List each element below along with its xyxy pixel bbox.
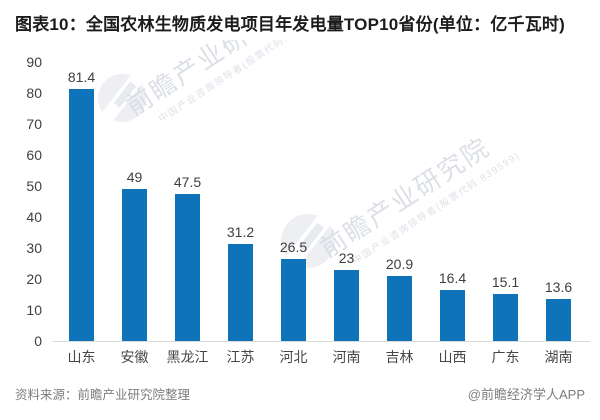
chart-footer: 资料来源：前瞻产业研究院整理 @前瞻经济学人APP [15,384,585,403]
y-tick-label-40: 40 [26,209,42,225]
x-axis-labels: 山东 安徽 黑龙江 江苏 河北 河南 吉林 山西 广东 湖南 [55,347,585,365]
bar-group-安徽: 49 [108,62,161,341]
bar-group-河北: 26.5 [267,62,320,341]
x-axis-label-黑龙江: 黑龙江 [166,349,209,365]
bar [387,276,412,341]
bar-value-label: 23 [338,250,355,266]
y-tick-label-90: 90 [26,54,42,70]
bar-group-河南: 23 [320,62,373,341]
bar-value-label: 49 [126,169,143,185]
chart-title: 图表10：全国农林生物质发电项目年发电量TOP10省份(单位：亿千瓦时) [15,15,565,34]
bar [69,89,94,341]
bar-series: 81.4 49 47.5 31.2 26.5 23 20.9 16.4 15.1 13.6 [55,62,585,341]
y-tick-label-70: 70 [26,116,42,132]
bar-value-label: 47.5 [173,174,202,190]
x-axis-label-河南: 河南 [332,349,361,365]
bar-value-label: 15.1 [491,274,520,290]
x-axis-label-山西: 山西 [438,349,467,365]
bar-group-江苏: 31.2 [214,62,267,341]
y-tick-label-10: 10 [26,302,42,318]
x-axis-label-河北: 河北 [279,349,308,365]
bar-group-广东: 15.1 [479,62,532,341]
y-tick-label-60: 60 [26,147,42,163]
x-axis-label-广东: 广东 [491,349,520,365]
brand-credit: @前瞻经济学人APP [467,387,585,402]
x-axis-line [52,341,590,342]
bar-value-label: 16.4 [438,270,467,286]
y-tick-label-20: 20 [26,271,42,287]
y-axis: 0 10 20 30 40 50 60 70 80 90 [0,54,42,349]
bar-group-山西: 16.4 [426,62,479,341]
bar [228,244,253,341]
source-note: 资料来源：前瞻产业研究院整理 [15,388,191,402]
y-tick-label-50: 50 [26,178,42,194]
bar-value-label: 13.6 [544,279,573,295]
x-axis-label-吉林: 吉林 [385,349,414,365]
bar-group-湖南: 13.6 [532,62,585,341]
bar-group-黑龙江: 47.5 [161,62,214,341]
y-tick-label-80: 80 [26,85,42,101]
x-axis-label-山东: 山东 [67,349,96,365]
x-axis-label-湖南: 湖南 [544,349,573,365]
bar [281,259,306,341]
bar [493,294,518,341]
y-tick-label-0: 0 [34,333,42,349]
x-axis-label-安徽: 安徽 [120,349,149,365]
bar-value-label: 81.4 [67,69,96,85]
y-tick-label-30: 30 [26,240,42,256]
x-axis-label-江苏: 江苏 [226,349,255,365]
bar-group-山东: 81.4 [55,62,108,341]
bar [440,290,465,341]
bar [122,189,147,341]
bar [546,299,571,341]
bar [334,270,359,341]
bar-value-label: 31.2 [226,224,255,240]
bar-value-label: 26.5 [279,239,308,255]
bar-value-label: 20.9 [385,256,414,272]
bar-group-吉林: 20.9 [373,62,426,341]
bar [175,194,200,341]
